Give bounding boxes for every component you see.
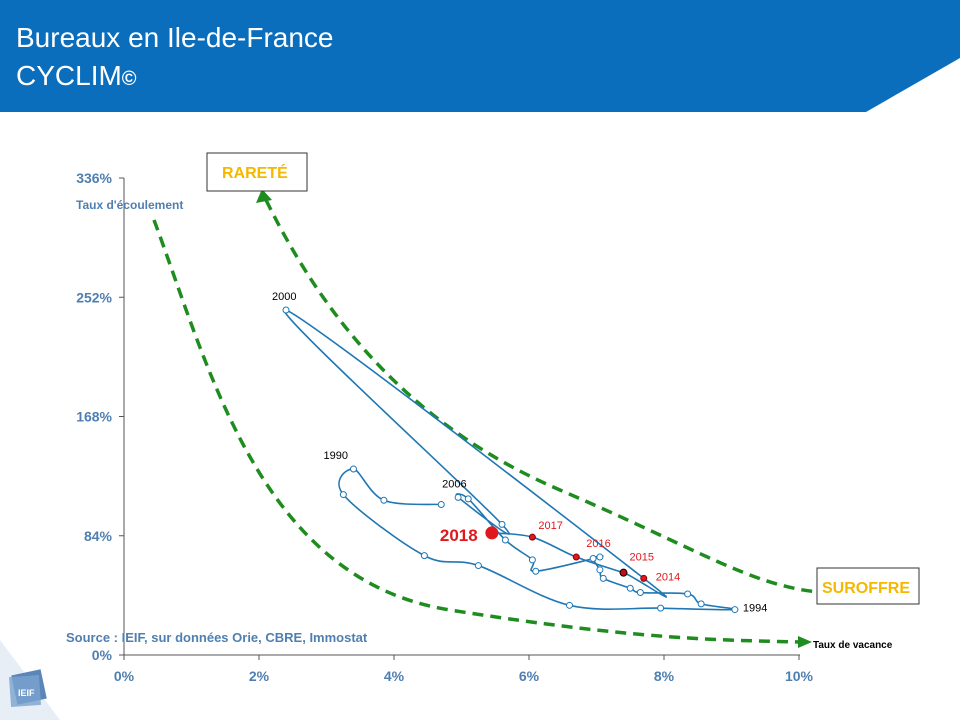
y-tick-label: 252% [76, 289, 112, 305]
inner-boundary-arrowhead [798, 636, 812, 648]
ieif-logo: IEIF [8, 669, 47, 708]
data-point [474, 562, 482, 570]
y-tick-label: 0% [92, 647, 113, 663]
x-tick-label: 4% [384, 668, 405, 684]
data-point [684, 590, 692, 598]
point-label: 2000 [272, 291, 296, 303]
copyright-symbol: © [121, 68, 137, 90]
data-point [437, 501, 445, 509]
x-tick-label: 8% [654, 668, 675, 684]
data-point [657, 604, 665, 612]
suroffre-label: SUROFFRE [822, 580, 910, 597]
data-point [528, 533, 536, 541]
data-point [420, 552, 428, 560]
data-point [501, 536, 509, 544]
data-point [282, 306, 290, 314]
data-point [380, 496, 388, 504]
x-tick-label: 0% [114, 668, 135, 684]
data-point [532, 567, 540, 575]
y-tick-label: 84% [84, 528, 113, 544]
data-point [454, 493, 462, 501]
point-label: 2006 [442, 478, 466, 490]
data-point [485, 526, 499, 540]
data-point [498, 520, 506, 528]
page-subtitle: CYCLIM© [16, 60, 137, 92]
point-label: 2015 [630, 552, 654, 564]
data-point [339, 491, 347, 499]
x-tick-label: 10% [785, 668, 814, 684]
data-point [596, 553, 604, 561]
y-tick-label: 336% [76, 170, 112, 186]
data-point [596, 566, 604, 574]
point-label: 2017 [538, 520, 562, 532]
data-point [599, 574, 607, 582]
data-point [589, 554, 597, 562]
subtitle-text: CYCLIM [16, 60, 122, 91]
data-point [464, 495, 472, 503]
data-point [572, 553, 580, 561]
data-point [697, 600, 705, 608]
data-point [528, 556, 536, 564]
point-label: 2018 [440, 526, 478, 545]
rarete-box [206, 152, 308, 192]
outer-boundary-curve [264, 199, 819, 594]
data-point [619, 568, 628, 577]
series-line [283, 309, 737, 611]
source-note: Source : IEIF, sur données Orie, CBRE, I… [66, 630, 368, 645]
x-tick-label: 2% [249, 668, 270, 684]
data-point [636, 589, 644, 597]
x-tick-label: 6% [519, 668, 540, 684]
y-axis-title: Taux d'écoulement [76, 198, 183, 212]
suroffre-box [816, 567, 920, 605]
point-label: 2016 [586, 538, 610, 550]
point-label: 2014 [656, 571, 680, 583]
page-title: Bureaux en Ile-de-France [16, 22, 334, 53]
point-label: 1994 [743, 603, 767, 615]
inner-boundary-curve [152, 219, 801, 644]
rarete-label: RARETÉ [222, 163, 288, 182]
x-axis-title: Taux de vacance [813, 640, 893, 651]
svg-text:IEIF: IEIF [18, 688, 35, 698]
data-point [626, 584, 634, 592]
outer-boundary-arrowhead [256, 189, 272, 203]
data-point [566, 601, 573, 609]
data-point [731, 606, 739, 614]
data-point [640, 574, 648, 582]
y-tick-label: 168% [76, 409, 112, 425]
point-label: 1990 [324, 450, 348, 462]
header-banner [0, 0, 960, 112]
data-point [350, 465, 357, 473]
